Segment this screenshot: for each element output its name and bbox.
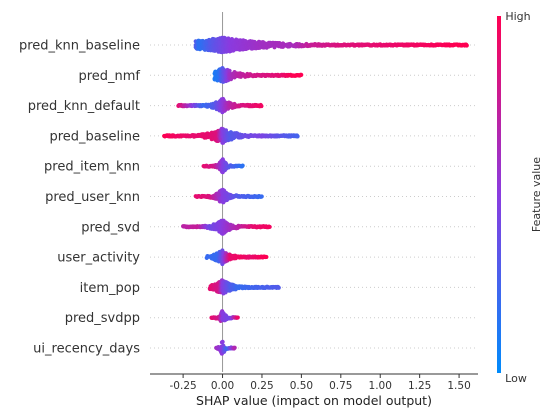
feature-label: pred_item_knn	[44, 160, 140, 175]
colorbar-title: Feature value	[530, 157, 543, 232]
feature-label: pred_user_knn	[45, 190, 140, 205]
x-tick-label: 1.00	[369, 380, 392, 392]
colorbar-gradient	[497, 16, 501, 373]
feature-points-pred_svd	[181, 218, 272, 236]
x-tick-label: 1.50	[447, 380, 470, 392]
feature-label: pred_svdpp	[65, 311, 140, 326]
feature-label: user_activity	[57, 251, 140, 266]
feature-label: pred_baseline	[49, 129, 140, 144]
feature-label: ui_recency_days	[33, 342, 140, 357]
x-tick-label: -0.25	[170, 380, 197, 392]
colorbar: High Low Feature value	[497, 10, 543, 385]
shap-point	[276, 285, 281, 290]
x-tick-label: 0.00	[211, 380, 234, 392]
shap-point	[220, 339, 225, 344]
feature-label: item_pop	[80, 281, 140, 296]
shap-point	[299, 72, 304, 77]
colorbar-high-label: High	[505, 10, 530, 23]
feature-points-pred_item_knn	[201, 157, 245, 175]
shap-points	[162, 35, 469, 356]
x-tick-label: 1.25	[408, 380, 431, 392]
feature-label: pred_knn_default	[28, 99, 140, 114]
shap-point	[235, 315, 240, 320]
feature-points-user_activity	[204, 248, 269, 267]
x-axis-title: SHAP value (impact on model output)	[196, 393, 432, 408]
feature-points-ui_recency_days	[214, 339, 237, 356]
shap-point	[295, 134, 300, 139]
shap-point	[464, 43, 469, 48]
feature-points-pred_nmf	[212, 66, 304, 84]
feature-points-pred_user_knn	[193, 187, 264, 205]
feature-points-pred_knn_default	[176, 96, 264, 115]
x-axis: -0.25 0.00 0.25 0.50 0.75 1.00 1.25 1.50	[150, 373, 478, 392]
feature-points-pred_svdpp	[209, 309, 240, 323]
feature-labels: pred_knn_baseline pred_nmf pred_knn_defaul…	[19, 39, 140, 357]
feature-points-pred_baseline	[162, 126, 300, 145]
feature-label: pred_nmf	[78, 69, 140, 84]
shap-point	[259, 103, 264, 109]
shap-point	[259, 194, 264, 199]
colorbar-low-label: Low	[505, 372, 527, 385]
shap-point	[264, 254, 269, 260]
feature-label: pred_knn_baseline	[19, 39, 140, 54]
x-tick-label: 0.75	[329, 380, 352, 392]
shap-point	[232, 345, 237, 350]
feature-points-item_pop	[207, 278, 281, 296]
feature-points-pred_knn_baseline	[193, 35, 469, 55]
feature-label: pred_svd	[81, 220, 140, 235]
shap-point	[227, 68, 232, 73]
shap-point	[267, 224, 272, 230]
shap-point	[240, 163, 245, 168]
x-tick-label: 0.25	[250, 380, 273, 392]
x-tick-label: 0.50	[290, 380, 313, 392]
